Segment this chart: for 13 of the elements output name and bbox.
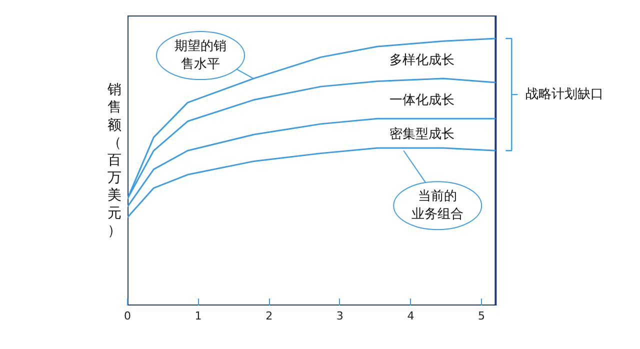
x-tick-label: 3 bbox=[336, 310, 344, 322]
annotation: 密集型成长 bbox=[390, 127, 455, 142]
x-tick-label: 2 bbox=[266, 310, 273, 322]
annotation: 多样化成长 bbox=[390, 53, 455, 68]
x-tick-label: 5 bbox=[478, 310, 485, 322]
x-tick-label: 1 bbox=[194, 310, 202, 322]
annotation: 期望的销售水平 bbox=[174, 39, 227, 72]
annotation: 当前的业务组合 bbox=[412, 189, 464, 222]
x-tick-label: 4 bbox=[407, 310, 414, 322]
x-tick-label: 0 bbox=[124, 310, 131, 322]
text: 战略计划缺口 bbox=[526, 87, 604, 102]
text: 销售额（百万美元） bbox=[108, 82, 122, 239]
annotation: 一体化成长 bbox=[390, 93, 455, 108]
